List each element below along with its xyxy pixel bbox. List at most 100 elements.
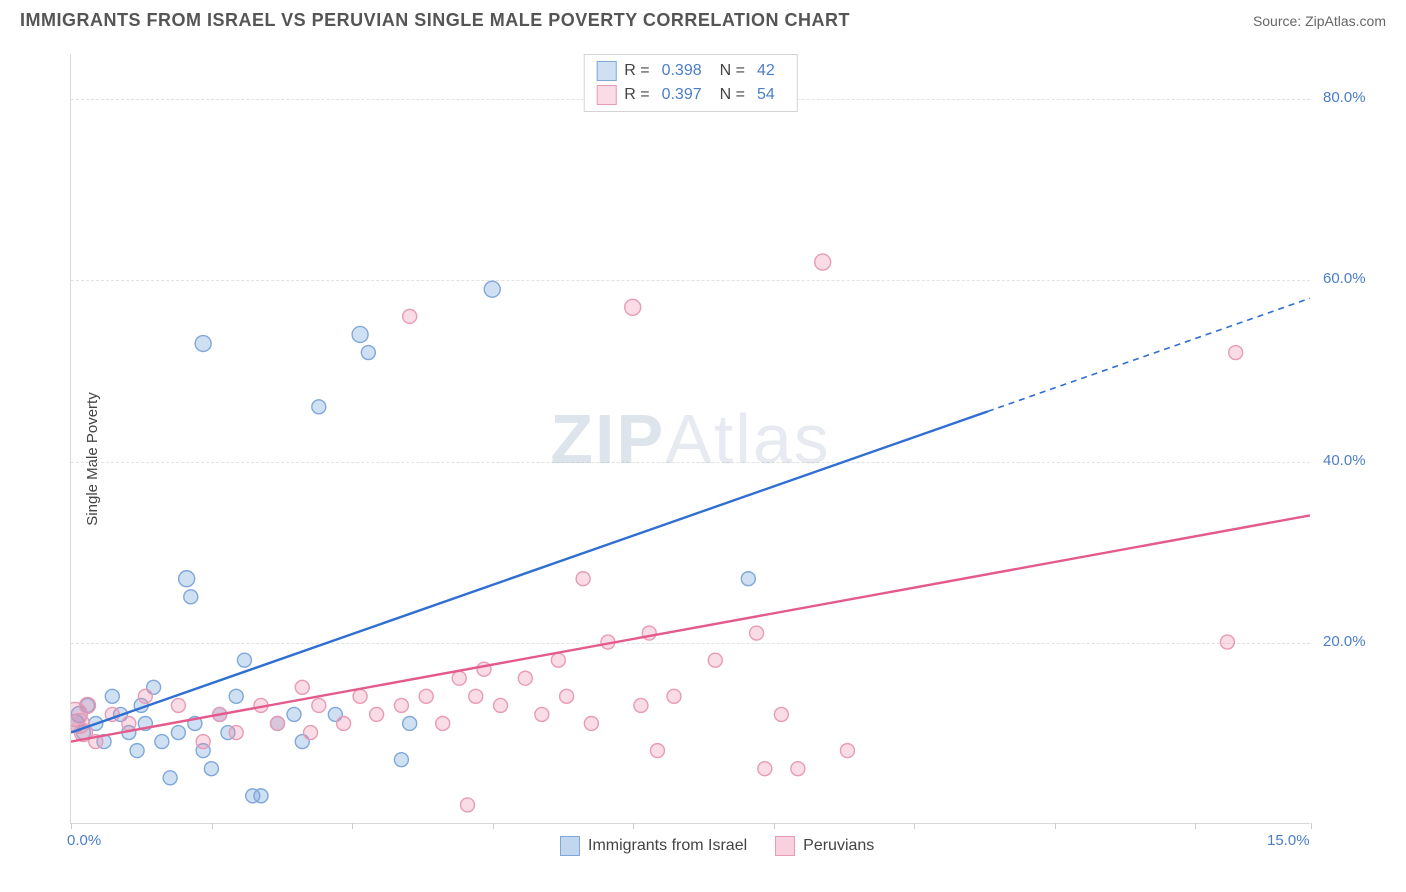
data-point xyxy=(287,707,301,721)
legend-label: Immigrants from Israel xyxy=(588,837,747,855)
data-point xyxy=(815,254,831,270)
data-point xyxy=(625,299,641,315)
data-point xyxy=(791,762,805,776)
trend-line xyxy=(71,515,1310,741)
data-point xyxy=(130,744,144,758)
data-point xyxy=(551,653,565,667)
r-label: R = xyxy=(624,86,649,104)
r-value: 0.398 xyxy=(662,62,702,80)
data-point xyxy=(403,716,417,730)
r-label: R = xyxy=(624,62,649,80)
y-tick-label: 80.0% xyxy=(1323,89,1366,106)
data-point xyxy=(337,716,351,730)
chart-wrap: Single Male Poverty ZIPAtlas R =0.398N =… xyxy=(20,44,1386,874)
data-point xyxy=(361,346,375,360)
correlation-legend: R = 0.398 N = 42 R = 0.397 N = 54 xyxy=(583,54,798,112)
data-point xyxy=(452,671,466,685)
data-point xyxy=(229,726,243,740)
n-value: 42 xyxy=(757,62,775,80)
data-point xyxy=(394,753,408,767)
x-tick xyxy=(493,823,494,829)
data-point xyxy=(535,707,549,721)
data-point xyxy=(271,716,285,730)
data-point xyxy=(403,309,417,323)
data-point xyxy=(584,716,598,730)
data-point xyxy=(204,762,218,776)
legend-item: Peruvians xyxy=(775,836,874,856)
data-point xyxy=(708,653,722,667)
data-point xyxy=(184,590,198,604)
data-point xyxy=(518,671,532,685)
data-point xyxy=(229,689,243,703)
data-point xyxy=(304,726,318,740)
r-value: 0.397 xyxy=(662,86,702,104)
x-tick xyxy=(774,823,775,829)
data-point xyxy=(576,572,590,586)
data-point xyxy=(394,698,408,712)
data-point xyxy=(122,716,136,730)
data-point xyxy=(560,689,574,703)
trend-line-extrapolated xyxy=(988,298,1310,411)
data-point xyxy=(171,698,185,712)
data-point xyxy=(155,735,169,749)
data-point xyxy=(138,689,152,703)
series-legend: Immigrants from Israel Peruvians xyxy=(560,836,874,856)
data-point xyxy=(254,789,268,803)
x-tick xyxy=(1311,823,1312,829)
legend-swatch xyxy=(560,836,580,856)
data-point xyxy=(171,726,185,740)
legend-correlation-row: R = 0.397 N = 54 xyxy=(596,83,785,107)
data-point xyxy=(195,336,211,352)
legend-item: Immigrants from Israel xyxy=(560,836,747,856)
x-tick-label: 15.0% xyxy=(1267,832,1310,849)
legend-swatch xyxy=(775,836,795,856)
x-tick xyxy=(1055,823,1056,829)
data-point xyxy=(774,707,788,721)
chart-title: IMMIGRANTS FROM ISRAEL VS PERUVIAN SINGL… xyxy=(20,10,850,31)
plot-area: ZIPAtlas R =0.398N =42R =0.397N =54 20.0… xyxy=(70,54,1310,824)
x-tick xyxy=(914,823,915,829)
data-point xyxy=(1220,635,1234,649)
header: IMMIGRANTS FROM ISRAEL VS PERUVIAN SINGL… xyxy=(0,0,1406,37)
data-point xyxy=(494,698,508,712)
x-tick xyxy=(71,823,72,829)
x-tick xyxy=(352,823,353,829)
n-value: 54 xyxy=(757,86,775,104)
n-label: N = xyxy=(720,62,745,80)
data-point xyxy=(370,707,384,721)
data-point xyxy=(460,798,474,812)
data-point xyxy=(758,762,772,776)
legend-swatch xyxy=(596,61,616,81)
data-point xyxy=(312,400,326,414)
data-point xyxy=(650,744,664,758)
data-point xyxy=(105,689,119,703)
legend-swatch xyxy=(596,85,616,105)
data-point xyxy=(469,689,483,703)
data-point xyxy=(353,689,367,703)
source-attribution: Source: ZipAtlas.com xyxy=(1253,13,1386,29)
data-point xyxy=(237,653,251,667)
data-point xyxy=(312,698,326,712)
data-point xyxy=(484,281,500,297)
x-tick xyxy=(1195,823,1196,829)
x-tick xyxy=(633,823,634,829)
data-point xyxy=(750,626,764,640)
source-name: ZipAtlas.com xyxy=(1305,13,1386,29)
data-point xyxy=(80,697,96,713)
data-point xyxy=(741,572,755,586)
data-point xyxy=(419,689,433,703)
data-point xyxy=(667,689,681,703)
legend-label: Peruvians xyxy=(803,837,874,855)
data-point xyxy=(1229,346,1243,360)
data-point xyxy=(436,716,450,730)
source-prefix: Source: xyxy=(1253,13,1305,29)
legend-correlation-row: R = 0.398 N = 42 xyxy=(596,59,785,83)
chart-svg xyxy=(71,54,1310,823)
data-point xyxy=(196,735,210,749)
data-point xyxy=(295,680,309,694)
data-point xyxy=(634,698,648,712)
n-label: N = xyxy=(720,86,745,104)
data-point xyxy=(179,571,195,587)
y-tick-label: 40.0% xyxy=(1323,452,1366,469)
y-tick-label: 60.0% xyxy=(1323,270,1366,287)
